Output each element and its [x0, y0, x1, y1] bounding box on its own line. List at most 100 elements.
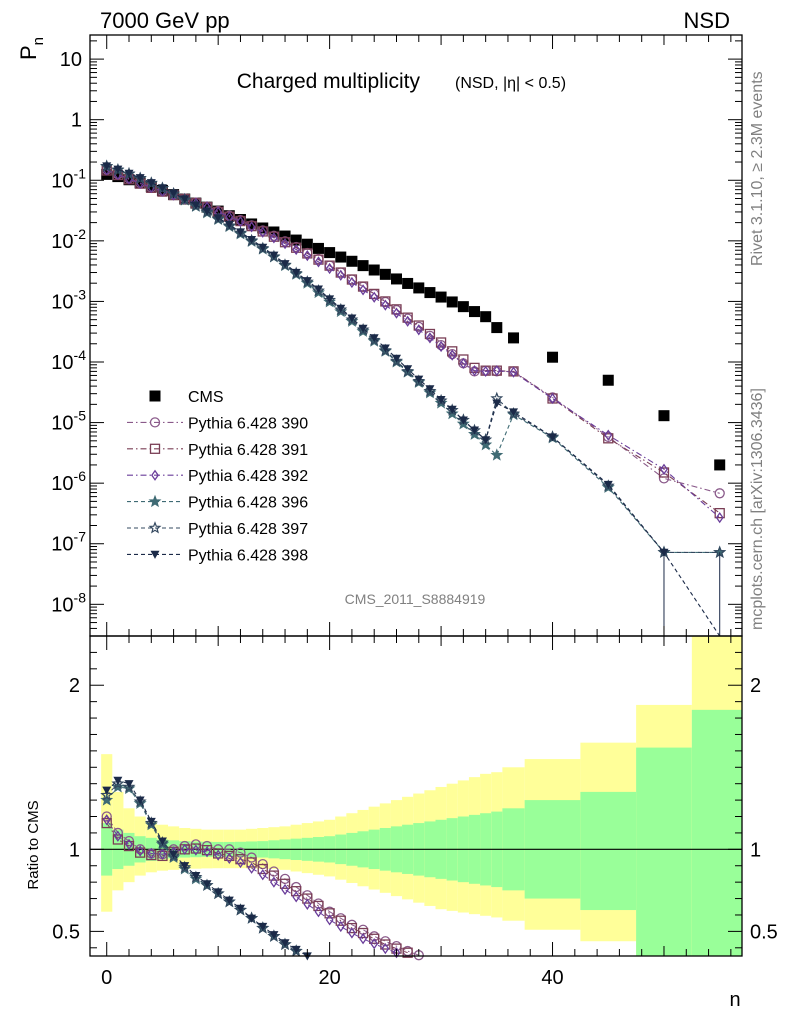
point-p397 [401, 364, 415, 377]
point-p392 [492, 365, 501, 377]
ratio-point-p391 [101, 817, 112, 829]
point-p398 [481, 436, 491, 445]
legend-marker-p396 [148, 494, 162, 508]
point-p392 [258, 226, 267, 238]
ratio-point-p398 [247, 914, 257, 923]
ratio-y-tick-label-right: 0.5 [750, 921, 778, 943]
point-p398 [380, 344, 390, 353]
point-p392 [236, 215, 245, 228]
point-p392 [437, 340, 446, 353]
ratio-point-p391 [112, 834, 124, 845]
ratio-point-p392 [336, 920, 345, 933]
ratio-point-p392 [203, 846, 211, 858]
point-p390 [714, 488, 725, 499]
axes: 10 1 10-1 10-2 10-3 10-4 10-5 10-6 10-7 10-8 0 20 40… [51, 34, 778, 989]
x-tick-label: 40 [541, 967, 563, 989]
x-tick-label: 0 [101, 967, 112, 989]
point-p392 [347, 276, 356, 289]
point-p398 [224, 221, 234, 230]
legend-label: Pythia 6.428 398 [188, 547, 308, 564]
uncertainty-bands [90, 636, 742, 956]
ratio-point-p392 [102, 814, 111, 826]
legend-entry-p390: Pythia 6.428 390 [127, 415, 308, 432]
legend-marker-p390 [149, 417, 161, 428]
legend-entry-cms: CMS [149, 389, 224, 406]
ratio-point-p392 [370, 938, 379, 950]
point-p391 [447, 346, 458, 357]
point-p391 [369, 288, 380, 300]
point-p398 [213, 214, 223, 223]
ratio-point-p391 [357, 927, 369, 939]
analysis-watermark: CMS_2011_S8884919 [345, 591, 486, 607]
point-p398 [336, 304, 346, 313]
point-cms [368, 264, 380, 276]
y-tick-label: 10 [60, 49, 82, 71]
legend-label: Pythia 6.428 396 [188, 495, 308, 512]
legend-marker-cms [149, 390, 161, 402]
ratio-point-p398 [235, 904, 245, 913]
point-p392 [481, 365, 490, 378]
ratio-point-p390 [357, 924, 369, 935]
ratio-point-p398 [269, 931, 279, 940]
series-line-p390 [106, 169, 720, 494]
ratio-y-tick-label-right: 2 [750, 675, 761, 697]
point-cms [714, 459, 726, 471]
ratio-point-p391 [257, 863, 268, 875]
ratio-point-p391 [279, 878, 291, 889]
ratio-series [100, 776, 424, 961]
ratio-point-p391 [235, 854, 246, 865]
legend-entry-p396: Pythia 6.428 396 [127, 495, 308, 512]
point-p392 [336, 269, 345, 281]
ratio-point-p390 [101, 811, 112, 822]
point-p398 [202, 207, 212, 216]
band-inner-bin [580, 791, 637, 911]
legend-label: Pythia 6.428 397 [188, 521, 308, 538]
legend-marker-p397 [148, 521, 162, 534]
ratio-point-p398 [202, 880, 212, 889]
ratio-line-p392 [106, 819, 397, 954]
main-series [100, 159, 727, 637]
point-p391 [346, 274, 358, 285]
point-p392 [548, 392, 557, 405]
point-p391 [402, 312, 413, 323]
y-axis-label-top: Pn [16, 37, 47, 60]
point-p398 [113, 165, 123, 174]
ratio-point-p391 [302, 893, 313, 904]
rivet-label: Rivet 3.1.10, ≥ 2.3M events [749, 71, 766, 266]
point-p392 [660, 463, 668, 475]
legend-entry-p397: Pythia 6.428 397 [127, 521, 308, 538]
y-tick-label: 10-1 [51, 165, 86, 192]
y-tick-label: 10-8 [51, 589, 86, 616]
point-p398 [414, 375, 424, 384]
point-cms [480, 311, 492, 323]
header-left: 7000 GeV pp [100, 8, 230, 33]
point-p396 [479, 437, 493, 451]
point-p398 [425, 385, 435, 394]
ratio-point-p398 [280, 939, 290, 948]
ratio-point-p392 [347, 927, 356, 939]
ratio-point-p392 [325, 914, 334, 926]
chart-subtitle: (NSD, |η| < 0.5) [455, 75, 566, 92]
main-frame [89, 34, 743, 637]
ratio-point-p391 [213, 848, 224, 859]
point-p392 [303, 250, 312, 262]
point-p392 [281, 237, 289, 250]
point-p392 [459, 357, 468, 369]
ratio-point-p398 [135, 796, 145, 805]
point-cms [390, 273, 402, 285]
point-p398 [492, 399, 502, 408]
legend-marker-p392 [151, 469, 159, 481]
chart-title: Charged multiplicity [237, 70, 421, 93]
point-cms [279, 230, 291, 242]
ratio-point-p397 [122, 780, 136, 793]
point-cms [335, 251, 347, 263]
point-cms [234, 214, 246, 226]
ratio-point-p392 [214, 849, 223, 861]
point-p397 [390, 354, 403, 367]
ratio-point-p392 [303, 898, 312, 910]
point-p392 [425, 332, 434, 344]
point-p392 [448, 349, 457, 361]
point-p391 [279, 237, 291, 248]
point-p391 [302, 248, 313, 259]
